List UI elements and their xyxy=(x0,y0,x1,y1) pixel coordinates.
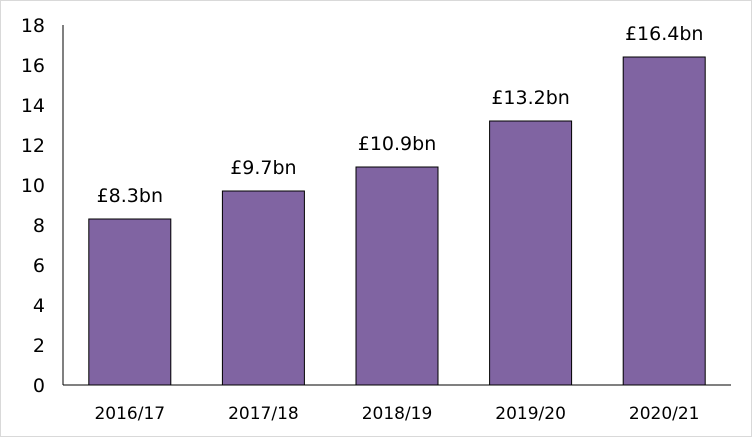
bar-2018-19 xyxy=(355,166,439,386)
bar-2020-21 xyxy=(622,56,706,386)
y-tick-label: 6 xyxy=(33,255,45,277)
x-tick-label: 2016/17 xyxy=(94,404,165,424)
x-tick-label: 2018/19 xyxy=(362,404,433,424)
data-labels: £8.3bn £9.7bn £10.9bn £13.2bn £16.4bn xyxy=(97,23,704,207)
x-tick-label: 2017/18 xyxy=(228,404,299,424)
y-tick-label: 2 xyxy=(33,335,45,357)
y-tick-label: 8 xyxy=(33,215,45,237)
x-tick-label: 2019/20 xyxy=(495,404,566,424)
y-axis-ticks: 0 2 4 6 8 10 12 14 16 18 xyxy=(21,15,45,397)
data-label: £9.7bn xyxy=(230,157,296,179)
x-axis-labels: 2016/17 2017/18 2018/19 2019/20 2020/21 xyxy=(94,404,699,424)
y-tick-label: 18 xyxy=(21,15,45,37)
x-tick-label: 2020/21 xyxy=(629,404,700,424)
y-tick-label: 4 xyxy=(33,295,45,317)
data-label: £16.4bn xyxy=(625,23,704,45)
y-tick-label: 14 xyxy=(21,95,45,117)
y-tick-label: 16 xyxy=(21,55,45,77)
bar-2019-20 xyxy=(489,120,573,386)
data-label: £8.3bn xyxy=(97,185,163,207)
y-tick-label: 12 xyxy=(21,135,45,157)
bar-2016-17 xyxy=(88,218,172,386)
data-label: £13.2bn xyxy=(491,87,570,109)
y-tick-label: 10 xyxy=(21,175,45,197)
bar-2017-18 xyxy=(221,190,305,386)
y-tick-label: 0 xyxy=(33,375,45,397)
data-label: £10.9bn xyxy=(358,133,437,155)
bars xyxy=(88,56,706,386)
